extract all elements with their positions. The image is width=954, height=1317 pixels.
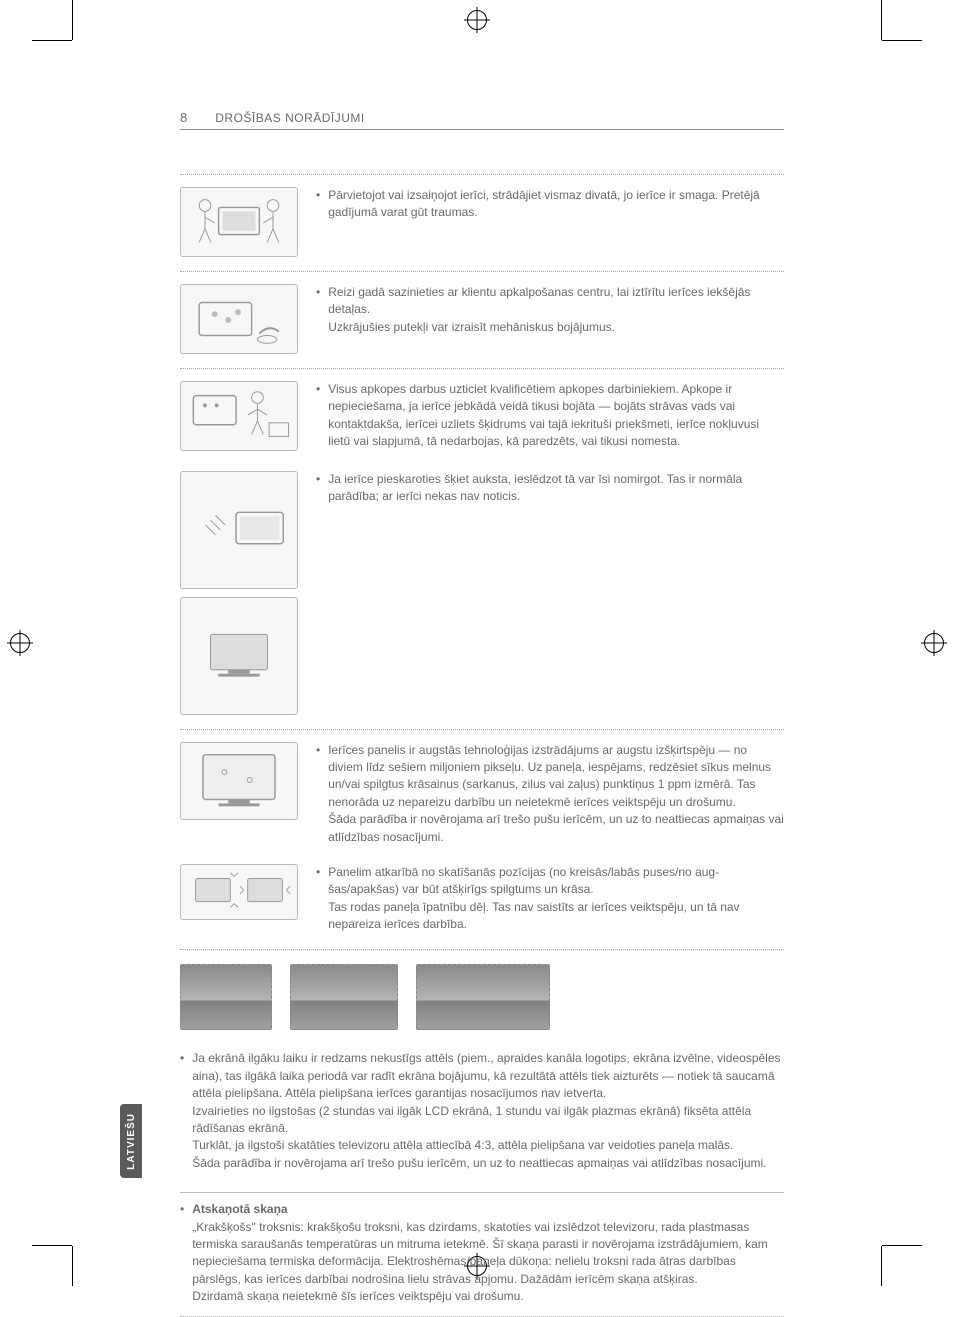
screen-thumbnail-ultrawide [416, 964, 550, 1030]
bullet-icon: • [316, 284, 320, 336]
paragraph: Ja ekrānā ilgāku laiku ir redzams nekust… [192, 1050, 784, 1172]
registration-mark [924, 633, 944, 653]
crop-mark [32, 1245, 72, 1246]
safety-row: • Reizi gadā sazinieties ar klientu apka… [180, 271, 784, 368]
safety-text: •Ja ierīce pieskaroties šķiet auksta, ie… [316, 471, 784, 715]
bullet-icon: • [316, 471, 320, 506]
safety-text: • Panelim atkarībā no skatīšanās pozīcij… [316, 864, 784, 936]
safety-text-line: Panelim atkarībā no skatīšanās pozīcijas… [328, 864, 784, 934]
text-part: Dzirdamā skaņa neietekmē šīs ierīces vei… [192, 1289, 523, 1303]
sound-heading: Atskaņotā skaņa [192, 1202, 287, 1216]
safety-row: •Pārvietojot vai izsaiņojot ierīci, strā… [180, 174, 784, 271]
illustration-tv-stand-icon [180, 597, 298, 715]
safety-text-line: Ja ierīce pieskaroties šķiet auksta, ies… [328, 471, 784, 506]
crop-mark [72, 1246, 73, 1286]
registration-mark [10, 633, 30, 653]
safety-text-line: Pārvietojot vai izsaiņojot ierīci, strād… [328, 187, 784, 222]
crop-mark [882, 1245, 922, 1246]
illustration-pixel-icon [180, 742, 298, 820]
text-part: Tas rodas paneļa īpatnību dēļ. Tas nav s… [328, 900, 739, 931]
text-part: Šāda parādība ir novērojama arī trešo pu… [192, 1156, 766, 1170]
text-part: Uzkrājušies putekļi var izraisīt mehānis… [328, 320, 615, 334]
section-title: DROŠĪBAS NORĀDĪJUMI [215, 111, 365, 125]
text-part: Ja ekrānā ilgāku laiku ir redzams nekust… [192, 1051, 780, 1100]
screen-thumbnail-4-3 [180, 964, 272, 1030]
illustration-viewing-angle-icon [180, 864, 298, 920]
safety-text: •Visus apkopes darbus uzticiet kvalificē… [316, 381, 784, 453]
screen-thumbnail-wide [290, 964, 398, 1030]
aspect-ratio-thumbnails [180, 949, 784, 1050]
divider [180, 1192, 784, 1193]
safety-row: • Ierīces panelis ir augstās tehnoloģija… [180, 729, 784, 862]
registration-mark [467, 10, 487, 30]
illustration-column [180, 471, 298, 715]
safety-text: • Ierīces panelis ir augstās tehnoloģija… [316, 742, 784, 848]
crop-mark [72, 0, 73, 40]
safety-text: •Pārvietojot vai izsaiņojot ierīci, strā… [316, 187, 784, 257]
safety-row: •Ja ierīce pieskaroties šķiet auksta, ie… [180, 467, 784, 729]
language-tab: LATVIEŠU [120, 1104, 142, 1178]
text-part: Šāda parādība ir novērojama arī trešo pu… [328, 812, 784, 843]
text-part: Panelim atkarībā no skatīšanās pozīcijas… [328, 865, 719, 896]
crop-mark [881, 1246, 882, 1286]
text-part: Ierīces panelis ir augstās tehnoloģijas … [328, 743, 771, 809]
page-number: 8 [180, 110, 187, 125]
crop-mark [881, 0, 882, 40]
safety-text-line: Visus apkopes darbus uzticiet kvalificēt… [328, 381, 784, 451]
bullet-icon: • [180, 1050, 184, 1172]
text-part: Turklāt, ja ilgstoši skatāties televizor… [192, 1138, 733, 1152]
text-part: „Krakšķošs" troksnis: krakšķošu troksni,… [192, 1220, 768, 1286]
paragraph: Atskaņotā skaņa „Krakšķošs" troksnis: kr… [192, 1201, 784, 1305]
page-content: 8 DROŠĪBAS NORĀDĪJUMI •Pārvietojot vai i… [180, 110, 784, 1186]
bullet-icon: • [316, 864, 320, 934]
safety-row: •Visus apkopes darbus uzticiet kvalificē… [180, 368, 784, 467]
bullet-icon: • [316, 742, 320, 846]
safety-row: • Panelim atkarībā no skatīšanās pozīcij… [180, 862, 784, 950]
illustration-dust-tv-icon [180, 284, 298, 354]
safety-text: • Reizi gadā sazinieties ar klientu apka… [316, 284, 784, 354]
illustration-cold-touch-icon [180, 471, 298, 589]
page-header: 8 DROŠĪBAS NORĀDĪJUMI [180, 110, 784, 130]
illustration-carry-tv-icon [180, 187, 298, 257]
text-part: Reizi gadā sazinieties ar klientu apkalp… [328, 285, 750, 316]
bullet-icon: • [180, 1201, 184, 1305]
crop-mark [32, 40, 72, 41]
bullet-icon: • [316, 187, 320, 222]
sound-block: • Atskaņotā skaņa „Krakšķošs" troksnis: … [180, 1201, 784, 1316]
safety-text-line: Reizi gadā sazinieties ar klientu apkalp… [328, 284, 784, 336]
bottom-text-block: • Ja ekrānā ilgāku laiku ir redzams neku… [180, 1050, 784, 1182]
language-label: LATVIEŠU [126, 1113, 137, 1170]
illustration-service-icon [180, 381, 298, 451]
bullet-icon: • [316, 381, 320, 451]
text-part: Izvairieties no ilgstošas (2 stundas vai… [192, 1104, 751, 1135]
safety-text-line: Ierīces panelis ir augstās tehnoloģijas … [328, 742, 784, 846]
crop-mark [882, 40, 922, 41]
